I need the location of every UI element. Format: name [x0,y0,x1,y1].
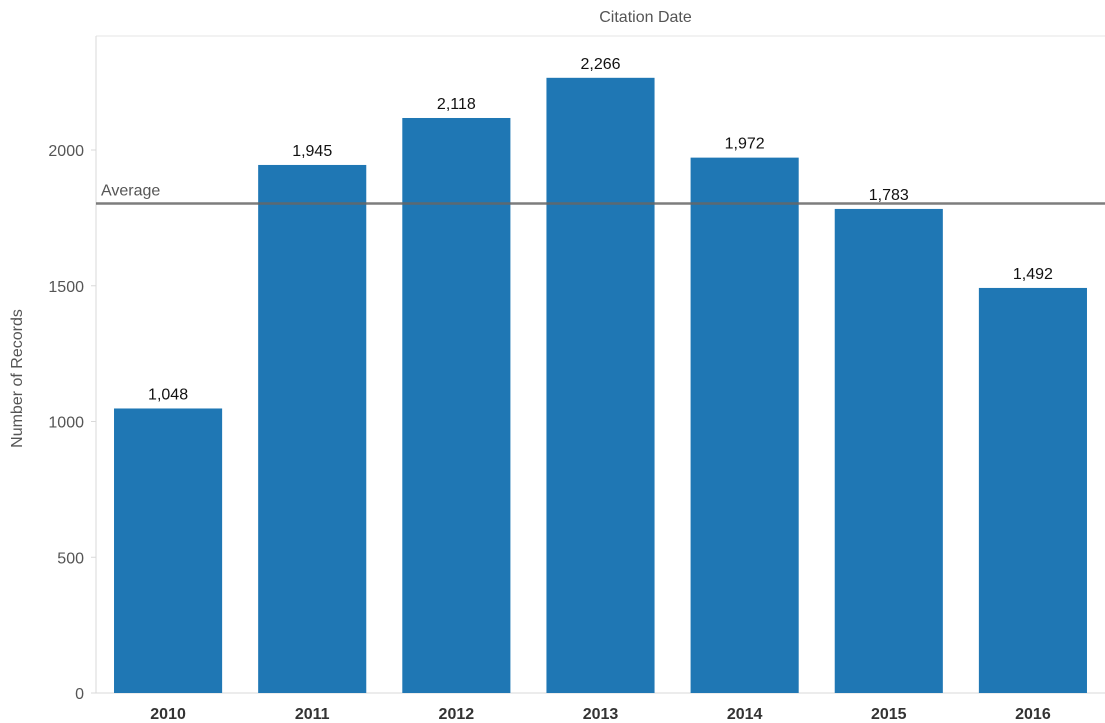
data-label-2013: 2,266 [580,56,620,73]
x-tick-label-2013: 2013 [583,706,619,723]
data-label-2016: 1,492 [1013,266,1053,283]
y-tick-label: 2000 [48,143,84,160]
x-tick-label-2016: 2016 [1015,706,1051,723]
x-axis-ticks: 2010 2011 2012 2013 2014 2015 2016 [150,706,1051,723]
data-label-2015: 1,783 [869,187,909,204]
x-tick-label-2012: 2012 [439,706,475,723]
bar-2012[interactable] [402,117,511,693]
y-tick-label: 1000 [48,415,84,432]
y-axis-ticks: 0 500 1000 1500 2000 [48,143,96,703]
data-label-2012: 2,118 [437,96,476,113]
chart-title: Citation Date [599,9,692,26]
data-label-2014: 1,972 [725,136,765,153]
bar-2015[interactable] [834,208,943,693]
average-reference-label: Average [101,183,160,200]
x-tick-label-2010: 2010 [150,706,186,723]
bar-2013[interactable] [546,77,655,694]
y-axis-title: Number of Records [9,309,26,448]
bar-2011[interactable] [258,164,367,693]
data-label-2010: 1,048 [148,386,188,403]
bars [114,77,1087,694]
bar-2016[interactable] [978,287,1087,693]
bar-2014[interactable] [690,157,799,693]
x-tick-label-2011: 2011 [295,706,330,723]
y-tick-label: 0 [75,686,84,703]
data-label-2011: 1,945 [292,143,332,160]
y-tick-label: 1500 [48,279,84,296]
x-tick-label-2014: 2014 [727,706,763,723]
bar-2010[interactable] [114,408,223,693]
data-labels: 1,048 1,945 2,118 2,266 1,972 1,783 1,492 [148,56,1053,404]
x-tick-label-2015: 2015 [871,706,907,723]
y-tick-label: 500 [57,550,84,567]
